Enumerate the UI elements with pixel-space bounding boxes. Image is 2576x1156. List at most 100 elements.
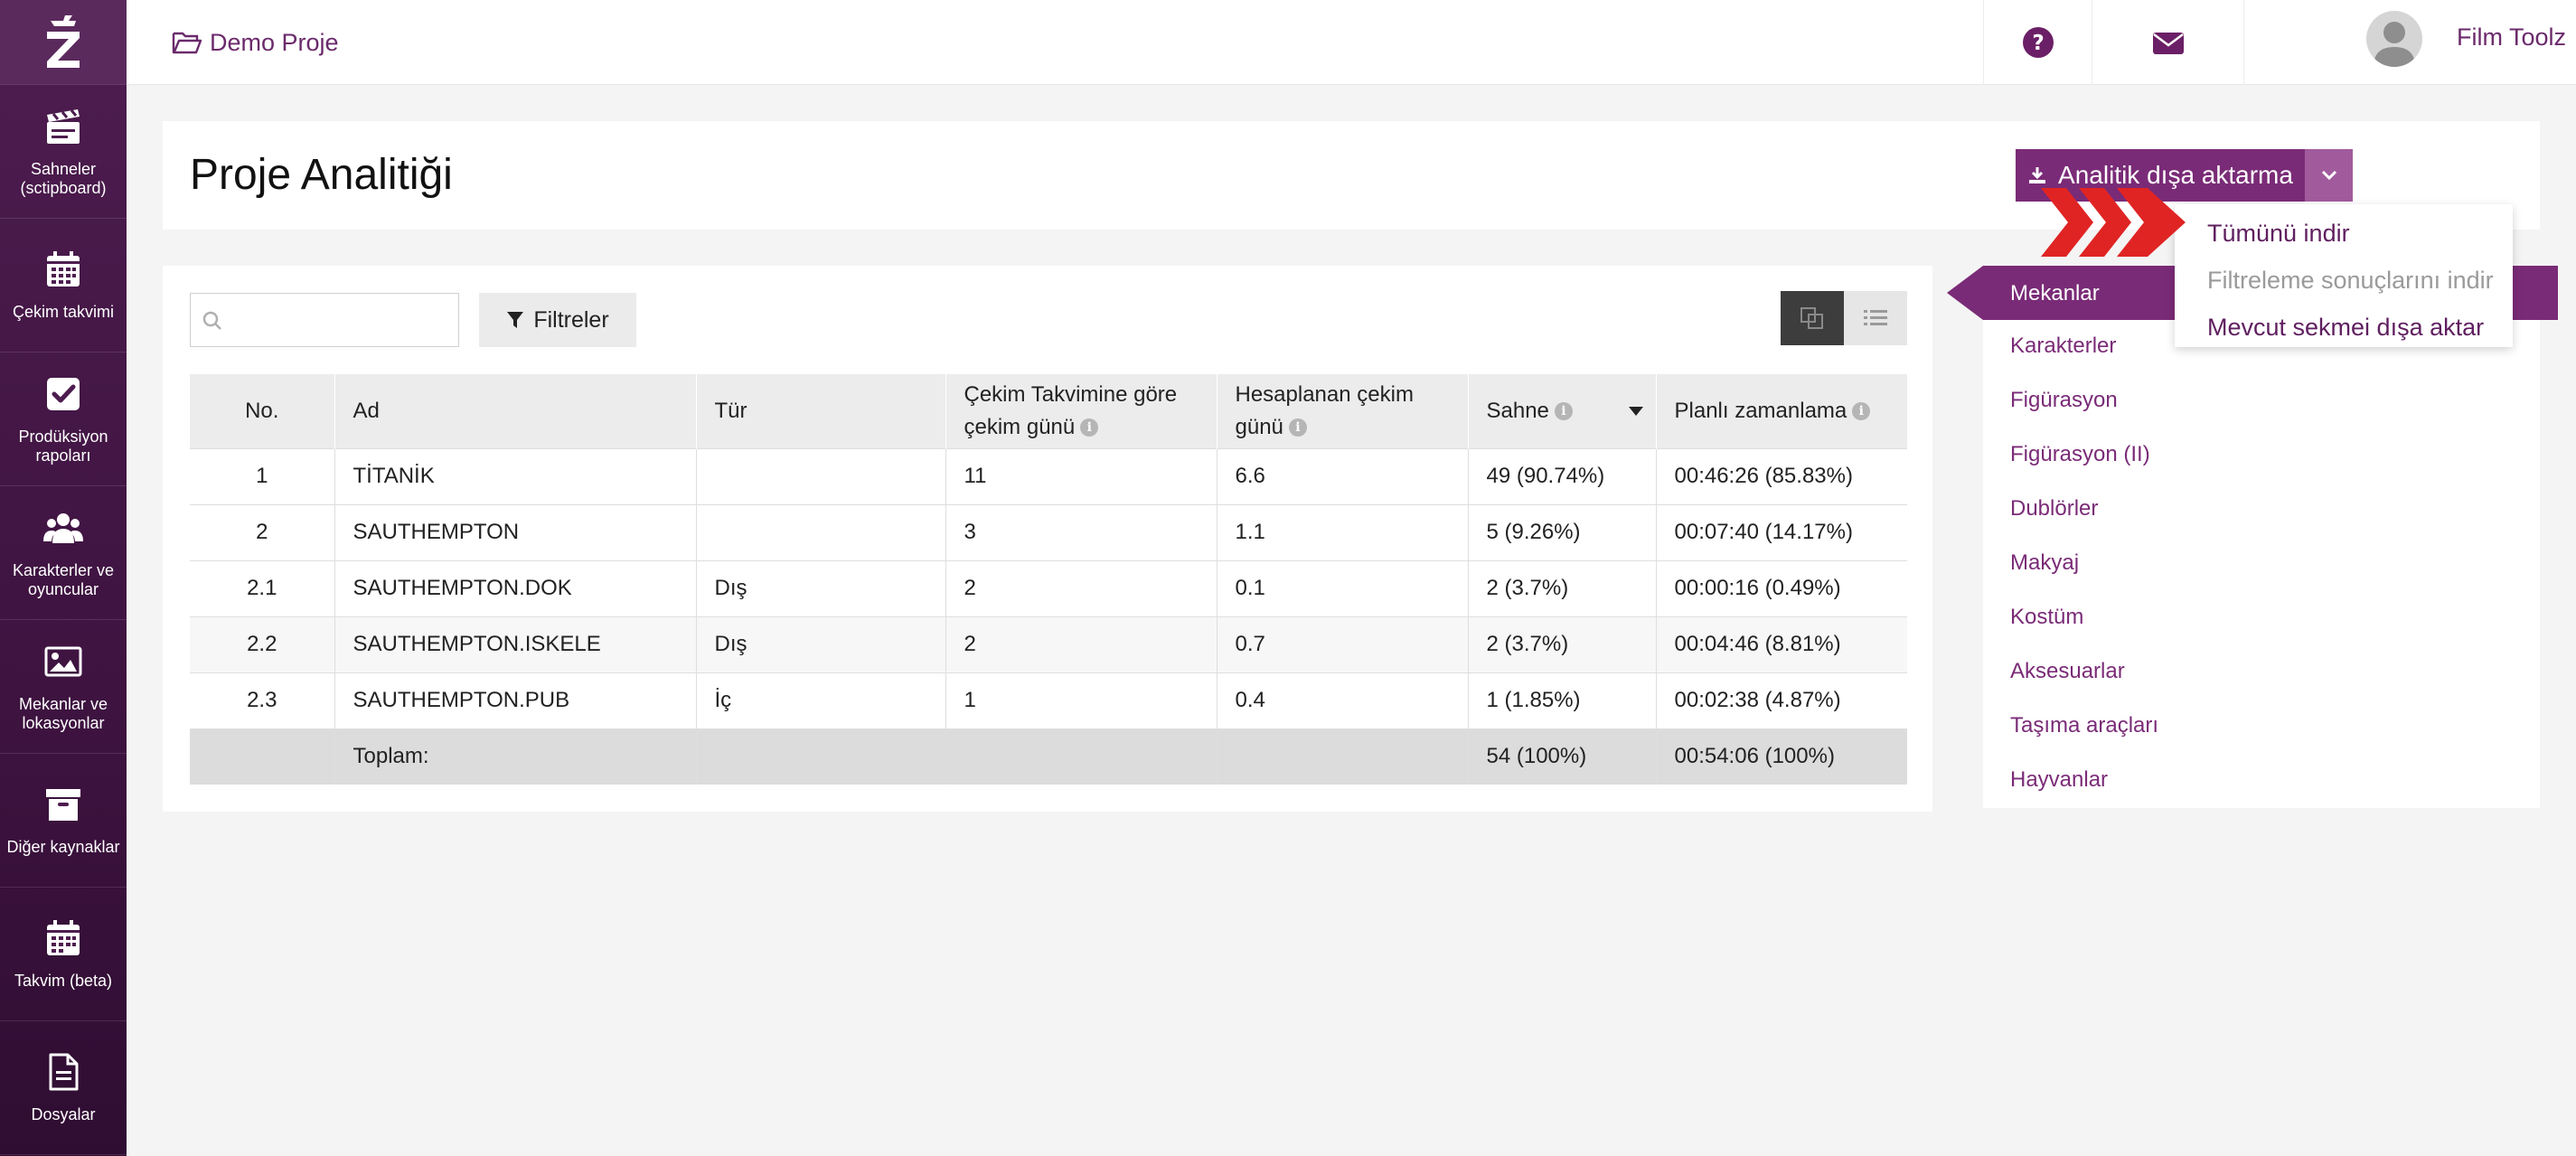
menu-item-download-filtered[interactable]: Filtreleme sonuçlarını indir xyxy=(2175,257,2513,304)
column-header-type[interactable]: Tür xyxy=(696,374,945,448)
cell-scheduled-days: 3 xyxy=(945,504,1217,560)
sidebar-item-label: Karakterler ve oyuncular xyxy=(0,561,127,599)
cell-empty xyxy=(945,728,1217,785)
sidebar-item-label: Prodüksiyon rapoları xyxy=(0,428,127,465)
sidebar-item-other-resources[interactable]: Diğer kaynaklar xyxy=(0,754,127,888)
cell-name: SAUTHEMPTON.PUB xyxy=(334,672,696,728)
table-row[interactable]: 2.2 SAUTHEMPTON.ISKELE Dış 2 0.7 2 (3.7%… xyxy=(190,616,1907,672)
header-text: çekim günü xyxy=(964,415,1076,439)
category-nav-item-extras[interactable]: Figürasyon xyxy=(2010,388,2118,413)
table-row[interactable]: 1 TİTANİK 11 6.6 49 (90.74%) 00:46:26 (8… xyxy=(190,448,1907,504)
menu-item-download-all[interactable]: Tümünü indir xyxy=(2175,210,2513,257)
cell-name: TİTANİK xyxy=(334,448,696,504)
search-box xyxy=(190,293,459,347)
sidebar: Sahneler (sctipboard) Çekim takvimi Prod… xyxy=(0,0,127,1156)
top-bar: Demo Proje ? Film Toolz TR xyxy=(127,0,2576,85)
cell-calculated-days: 0.1 xyxy=(1217,560,1468,616)
image-icon xyxy=(42,641,84,682)
cell-name: SAUTHEMPTON.ISKELE xyxy=(334,616,696,672)
category-nav-item-characters[interactable]: Karakterler xyxy=(2010,334,2116,359)
column-header-calculated-days[interactable]: Hesaplanan çekim günü i xyxy=(1217,374,1468,448)
menu-item-export-current-tab[interactable]: Mevcut sekmei dışa aktar xyxy=(2175,304,2513,351)
export-dropdown-menu: Tümünü indir Filtreleme sonuçlarını indi… xyxy=(2175,204,2513,347)
list-icon xyxy=(1862,305,1889,331)
clapperboard-icon xyxy=(42,106,84,147)
info-icon[interactable]: i xyxy=(1289,418,1307,437)
page-title: Proje Analitiği xyxy=(190,150,453,200)
category-nav-item-makeup[interactable]: Makyaj xyxy=(2010,550,2079,576)
download-icon xyxy=(2027,165,2047,185)
project-breadcrumb[interactable]: Demo Proje xyxy=(172,0,339,85)
calendar-grid-icon xyxy=(42,917,84,959)
cell-planned-timing: 00:07:40 (14.17%) xyxy=(1656,504,1907,560)
sidebar-item-calendar-beta[interactable]: Takvim (beta) xyxy=(0,888,127,1021)
category-nav-item-vehicles[interactable]: Taşıma araçları xyxy=(2010,713,2158,738)
category-nav-item-animals[interactable]: Hayvanlar xyxy=(2010,767,2108,793)
cell-scheduled-days: 1 xyxy=(945,672,1217,728)
filters-button[interactable]: Filtreler xyxy=(479,293,636,347)
sidebar-item-characters[interactable]: Karakterler ve oyuncular xyxy=(0,486,127,620)
header-text: Çekim Takvimine göre xyxy=(964,382,1178,407)
user-menu[interactable]: Film Toolz xyxy=(2243,0,2576,85)
sidebar-item-label: Diğer kaynaklar xyxy=(1,838,125,857)
cell-scenes: 5 (9.26%) xyxy=(1468,504,1656,560)
sidebar-item-label: Mekanlar ve lokasyonlar xyxy=(0,695,127,733)
view-toggle-list[interactable] xyxy=(1844,291,1907,345)
cell-type: Dış xyxy=(696,616,945,672)
export-dropdown-toggle[interactable] xyxy=(2305,149,2353,202)
column-header-scheduled-days[interactable]: Çekim Takvimine göre çekim günü i xyxy=(945,374,1217,448)
calendar-icon xyxy=(42,249,84,290)
cell-empty xyxy=(696,728,945,785)
cell-planned-timing: 00:00:16 (0.49%) xyxy=(1656,560,1907,616)
category-nav-item-stunts[interactable]: Dublörler xyxy=(2010,496,2098,522)
column-header-planned-timing[interactable]: Planlı zamanlama i xyxy=(1656,374,1907,448)
filter-funnel-icon xyxy=(506,310,524,330)
cell-type: Dış xyxy=(696,560,945,616)
column-header-scenes[interactable]: Sahne i xyxy=(1468,374,1656,448)
header-text: Hesaplanan çekim xyxy=(1236,382,1414,407)
help-button[interactable]: ? xyxy=(1983,0,2092,85)
sidebar-item-files[interactable]: Dosyalar xyxy=(0,1021,127,1155)
sidebar-item-label: Sahneler (sctipboard) xyxy=(0,160,127,198)
category-nav-item-costume[interactable]: Kostüm xyxy=(2010,605,2083,630)
cell-scheduled-days: 2 xyxy=(945,560,1217,616)
envelope-icon xyxy=(2151,25,2186,60)
table-row[interactable]: 2.1 SAUTHEMPTON.DOK Dış 2 0.1 2 (3.7%) 0… xyxy=(190,560,1907,616)
cell-type: İç xyxy=(696,672,945,728)
info-icon[interactable]: i xyxy=(1852,402,1870,420)
folder-open-icon xyxy=(172,30,202,55)
avatar xyxy=(2366,11,2422,67)
sidebar-item-production-reports[interactable]: Prodüksiyon rapoları xyxy=(0,352,127,486)
filters-label: Filtreler xyxy=(533,307,608,334)
app-logo[interactable] xyxy=(0,0,127,85)
sort-desc-icon[interactable] xyxy=(1629,407,1643,416)
user-silhouette-icon xyxy=(2366,11,2422,67)
column-header-no[interactable]: No. xyxy=(190,374,334,448)
cell-empty xyxy=(190,728,334,785)
column-header-name[interactable]: Ad xyxy=(334,374,696,448)
category-nav-item-extras-ii[interactable]: Figürasyon (II) xyxy=(2010,442,2150,467)
cell-empty xyxy=(1217,728,1468,785)
messages-button[interactable] xyxy=(2092,0,2243,85)
cell-scenes: 1 (1.85%) xyxy=(1468,672,1656,728)
sidebar-item-shooting-schedule[interactable]: Çekim takvimi xyxy=(0,219,127,352)
sidebar-item-scenes[interactable]: Sahneler (sctipboard) xyxy=(0,85,127,219)
info-icon[interactable]: i xyxy=(1080,418,1098,437)
cell-calculated-days: 6.6 xyxy=(1217,448,1468,504)
table-row[interactable]: 2.3 SAUTHEMPTON.PUB İç 1 0.4 1 (1.85%) 0… xyxy=(190,672,1907,728)
project-name: Demo Proje xyxy=(210,29,339,57)
cell-no: 2.3 xyxy=(190,672,334,728)
total-planned-timing: 00:54:06 (100%) xyxy=(1656,728,1907,785)
view-toggle-cards[interactable] xyxy=(1781,291,1844,345)
category-nav-item-props[interactable]: Aksesuarlar xyxy=(2010,659,2125,684)
search-input[interactable] xyxy=(230,301,447,339)
document-icon xyxy=(42,1051,84,1093)
info-icon[interactable]: i xyxy=(1555,402,1573,420)
table-row[interactable]: 2 SAUTHEMPTON 3 1.1 5 (9.26%) 00:07:40 (… xyxy=(190,504,1907,560)
archive-box-icon xyxy=(42,784,84,825)
cell-type xyxy=(696,504,945,560)
sidebar-item-locations[interactable]: Mekanlar ve lokasyonlar xyxy=(0,620,127,754)
cell-no: 2.1 xyxy=(190,560,334,616)
checkbox-icon xyxy=(42,373,84,415)
total-scenes: 54 (100%) xyxy=(1468,728,1656,785)
